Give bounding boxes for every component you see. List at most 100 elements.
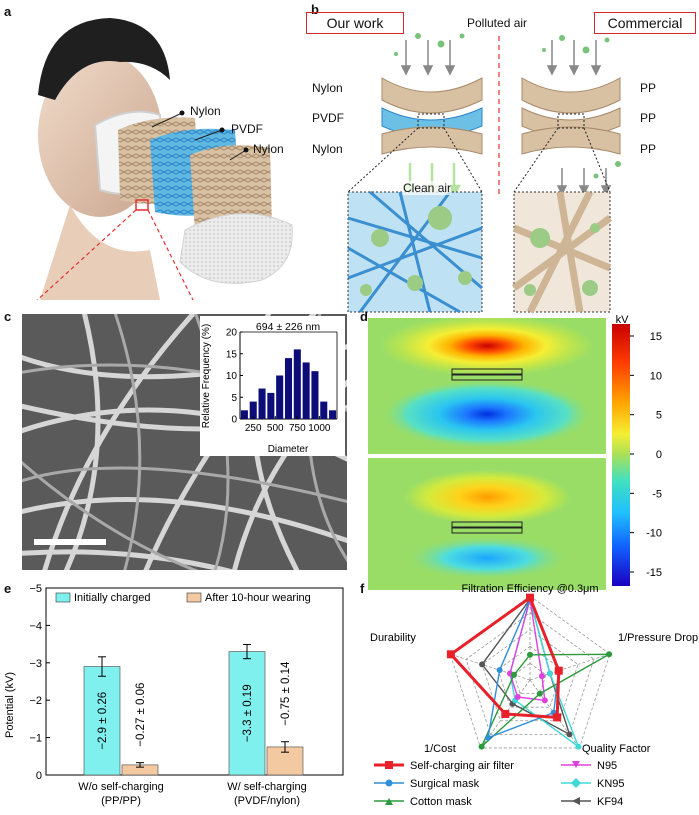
map-bottom (368, 458, 606, 590)
e-plot-frame (45, 587, 344, 776)
radar-point (478, 743, 485, 750)
colorbar-tick-label: -5 (652, 488, 662, 500)
commercial-box: Commercial (594, 12, 696, 34)
hist-bar (276, 375, 284, 419)
radar-point (527, 651, 533, 658)
colorbar-tick-label: -10 (646, 528, 662, 540)
legend-swatch-initial (55, 592, 71, 603)
b-label-nylon-1: Nylon (312, 81, 343, 95)
hist-bar (258, 388, 266, 419)
head-hair (38, 18, 170, 100)
hist-bar (267, 392, 275, 419)
hist-ytick-label: 20 (226, 328, 238, 339)
our-work-box: Our work (306, 12, 404, 34)
radar-spoke (529, 653, 611, 681)
legend-kn95: KN95 (597, 778, 625, 790)
radar-point (546, 670, 553, 677)
hist-ytick-label: 10 (226, 371, 238, 382)
filter-cartridge (179, 213, 293, 284)
radar-chart: Filtration Efficiency @0.3μm 1/Pressure … (370, 583, 698, 808)
legend-swatch-after (186, 592, 202, 603)
label-pvdf: PVDF (231, 122, 264, 136)
hist-bar (311, 371, 319, 419)
radar-point (553, 713, 562, 722)
radar-point (511, 671, 518, 678)
colorbar-tick-label: 10 (650, 370, 662, 382)
colorbar-tick-label: 0 (656, 449, 662, 461)
axis-cost: 1/Cost (424, 743, 456, 755)
radar-point (575, 743, 582, 750)
hist-bar (329, 410, 337, 419)
colorbar-tick-label: 15 (650, 331, 662, 343)
radar-series-line (448, 595, 561, 719)
inset-ylabel: Relative Frequency (%) (201, 324, 212, 428)
colorbar-tick-label: -15 (646, 567, 662, 579)
colorbar-unit: kV (616, 314, 630, 326)
radar-point (446, 650, 455, 659)
hist-bar (293, 349, 301, 419)
group-2-line1: W/ self-charging (227, 781, 306, 793)
scale-bar (34, 539, 106, 545)
b-label-pp-1: PP (640, 81, 657, 95)
panel-f-letter: f (360, 581, 365, 596)
group-2-line2: (PVDF/nylon) (234, 795, 300, 807)
radar-point (566, 731, 573, 738)
panel-e-letter: e (4, 581, 12, 596)
panel-b-letter: b (311, 2, 319, 17)
hist-bar (320, 401, 328, 419)
radar-point (554, 666, 563, 675)
panel-b-illustration (347, 33, 621, 314)
radar-ring (481, 629, 579, 722)
hist-xtick-label: 1000 (308, 423, 331, 434)
inset-histogram: 0 5 10 15 20 250 500 750 1000 694 ± 226 nm Rela… (200, 316, 345, 456)
radar-point (606, 651, 613, 658)
radar-ring (513, 662, 547, 694)
radar-point (541, 697, 548, 704)
legend-self-charging: Self-charging air filter (410, 760, 514, 772)
b-label-nylon-2: Nylon (312, 142, 343, 156)
hist-xtick-label: 750 (289, 423, 306, 434)
radar-point (514, 693, 521, 700)
axis-durability: Durability (370, 632, 416, 644)
legend-after: After 10-hour wearing (205, 592, 311, 604)
hist-ytick-label: 0 (231, 415, 237, 426)
e-ytick-label: 0 (36, 770, 42, 782)
axis-pressure: 1/Pressure Drop (618, 632, 698, 644)
map-top (368, 318, 606, 454)
e-ytick-label: −4 (29, 620, 42, 632)
label-nylon-bottom: Nylon (253, 142, 284, 156)
legend-kf94: KF94 (597, 796, 623, 808)
legend-n95: N95 (597, 760, 617, 772)
polluted-air-label: Polluted air (467, 16, 528, 30)
radar-ring (465, 612, 595, 735)
e-bar-label: −0.27 ± 0.06 (135, 683, 147, 747)
e-bar (228, 651, 266, 776)
radar-point (538, 673, 545, 680)
hist-ytick-label: 15 (226, 349, 238, 360)
label-nylon-top: Nylon (190, 104, 221, 118)
hist-bar (249, 401, 257, 419)
radar-point (496, 667, 503, 674)
axis-quality: Quality Factor (582, 743, 651, 755)
radar-legend: Self-charging air filter N95 Surgical ma… (374, 760, 625, 808)
potential-bar-chart: Potential (kV) −5 −4 −3 −2 −1 0 −2.9 ± 0.26 −0… (4, 583, 344, 807)
inset-annotation: 694 ± 226 nm (256, 321, 320, 333)
e-bar-label: −2.9 ± 0.26 (97, 692, 109, 750)
radar-point (526, 593, 534, 602)
e-bar-label: −0.75 ± 0.14 (280, 661, 292, 726)
hist-bar (302, 362, 310, 419)
inset-xlabel: Diameter (268, 444, 309, 455)
radar-point (501, 709, 510, 718)
b-label-pp-3: PP (640, 142, 657, 156)
clean-air-label: Clean air (403, 181, 452, 195)
e-ytick-label: −5 (29, 583, 42, 595)
magnify-box (135, 199, 149, 211)
group-1-line2: (PP/PP) (101, 795, 141, 807)
panel-c-letter: c (4, 309, 12, 324)
e-ylabel: Potential (kV) (4, 672, 16, 738)
panel-d-letter: d (360, 309, 368, 324)
panel-a-illustration (36, 18, 293, 300)
radar-series-line (480, 653, 612, 748)
hist-ytick-label: 5 (231, 393, 237, 404)
legend-cotton: Cotton mask (410, 796, 472, 808)
